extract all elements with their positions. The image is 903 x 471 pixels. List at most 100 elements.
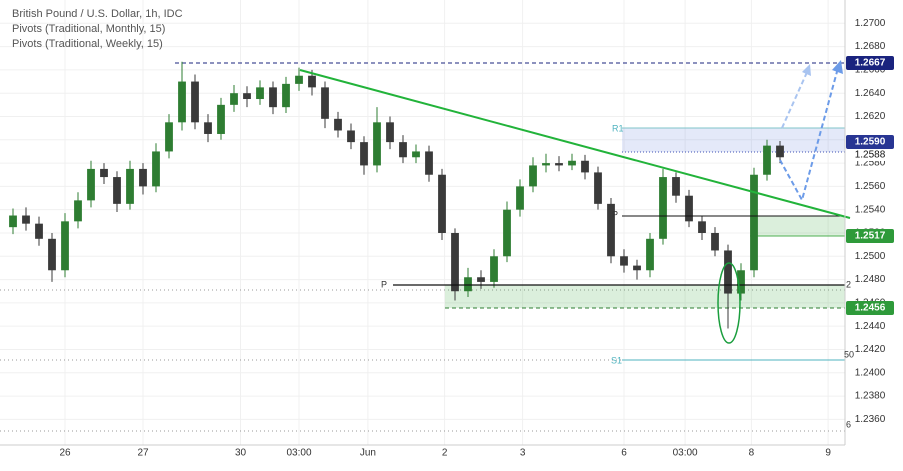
- price-label-box: [846, 301, 894, 315]
- candle-body: [256, 87, 264, 100]
- candle-body: [22, 215, 30, 224]
- x-tick-label: Jun: [360, 448, 376, 459]
- candle-body: [87, 168, 95, 201]
- candle-body: [529, 165, 537, 187]
- candle-body: [412, 151, 420, 158]
- pivot-label: 6: [846, 419, 851, 429]
- candles: [9, 61, 784, 329]
- price-label: 1.2517: [855, 231, 886, 242]
- candle-body: [425, 151, 433, 175]
- candle-body: [685, 195, 693, 222]
- y-tick-label: 1.2380: [855, 391, 886, 402]
- highlight-ellipse: [717, 262, 741, 344]
- candle-body: [230, 93, 238, 105]
- support-zone: [750, 216, 845, 236]
- y-tick-label: 1.2640: [855, 88, 886, 99]
- pivot-label: R1: [612, 123, 624, 133]
- y-tick-label: 1.2480: [855, 274, 886, 285]
- candle-body: [568, 160, 576, 166]
- price-label-box: [846, 135, 894, 149]
- candle-body: [204, 122, 212, 134]
- x-tick-label: 03:00: [286, 448, 311, 459]
- candle-body: [100, 168, 108, 178]
- candle-body: [490, 256, 498, 282]
- candle-body: [321, 87, 329, 119]
- candle-body: [360, 142, 368, 166]
- pivot-label: S1: [611, 355, 622, 365]
- candle-body: [217, 104, 225, 134]
- candle-body: [607, 203, 615, 257]
- x-tick-label: 3: [520, 448, 526, 459]
- candle-body: [399, 142, 407, 158]
- candle-body: [659, 177, 667, 239]
- y-tick-label: 1.2420: [855, 344, 886, 355]
- projection-arrow: [779, 67, 839, 203]
- y-tick-label: 1.2540: [855, 204, 886, 215]
- x-tick-label: 03:00: [673, 448, 698, 459]
- y-tick-label: 1.2400: [855, 367, 886, 378]
- y-tick-label: 1.2500: [855, 251, 886, 262]
- candle-body: [243, 93, 251, 100]
- price-label-box: [846, 229, 894, 243]
- candle-body: [152, 151, 160, 187]
- y-tick-label: 1.2360: [855, 414, 886, 425]
- candle-body: [308, 75, 316, 88]
- pivot-label: 50: [844, 349, 854, 359]
- price-label-box: [846, 56, 894, 70]
- candle-body: [9, 215, 17, 228]
- candle-body: [724, 250, 732, 294]
- pivot-label: 2: [846, 279, 851, 289]
- y-tick-label: 1.2680: [855, 41, 886, 52]
- candle-body: [334, 118, 342, 131]
- y-tick-label: 1.2560: [855, 181, 886, 192]
- header-text: Pivots (Traditional, Monthly, 15): [12, 23, 165, 35]
- candle-body: [61, 221, 69, 271]
- candle-body: [620, 256, 628, 266]
- candle-body: [373, 122, 381, 166]
- candle-body: [737, 270, 745, 294]
- price-label: 1.2456: [855, 303, 886, 314]
- candle-body: [633, 265, 641, 271]
- candle-body: [581, 160, 589, 173]
- pivot-label: P: [381, 279, 387, 289]
- price-label-box: [846, 149, 894, 161]
- pivot-label: P: [612, 209, 618, 219]
- x-tick-label: 6: [621, 448, 627, 459]
- candle-body: [282, 83, 290, 108]
- candle-body: [139, 168, 147, 187]
- y-tick-label: 1.2660: [855, 65, 886, 76]
- candle-body: [35, 223, 43, 239]
- candle-body: [178, 81, 186, 123]
- header-text: Pivots (Traditional, Weekly, 15): [12, 38, 163, 50]
- y-tick-label: 1.2700: [855, 18, 886, 29]
- arrowhead: [802, 64, 811, 76]
- candle-body: [74, 200, 82, 222]
- y-tick-label: 1.2440: [855, 321, 886, 332]
- candle-body: [542, 163, 550, 166]
- price-label: 1.2667: [855, 58, 886, 69]
- x-tick-label: 9: [825, 448, 831, 459]
- candle-body: [555, 163, 563, 166]
- ticks: 26 27 30 03:00 Jun 2 3 6 03:00 8 9: [59, 448, 831, 459]
- projection-arrow: [781, 69, 809, 129]
- candle-body: [698, 221, 706, 233]
- header-text: British Pound / U.S. Dollar, 1h, IDC: [12, 8, 183, 20]
- x-tick-label: 27: [137, 448, 149, 459]
- candle-body: [126, 168, 134, 204]
- candle-body: [750, 174, 758, 271]
- candle-body: [269, 87, 277, 108]
- x-tick-label: 26: [59, 448, 71, 459]
- y-tick-label: 1.2580: [855, 158, 886, 169]
- candle-body: [347, 130, 355, 143]
- candle-body: [477, 277, 485, 282]
- candle-body: [711, 232, 719, 251]
- candle-body: [295, 75, 303, 84]
- y-tick-label: 1.2620: [855, 111, 886, 122]
- support-zone: [445, 285, 845, 308]
- candle-body: [113, 177, 121, 204]
- x-tick-label: 8: [749, 448, 755, 459]
- candle-body: [191, 81, 199, 123]
- resistance-zone: [622, 128, 845, 152]
